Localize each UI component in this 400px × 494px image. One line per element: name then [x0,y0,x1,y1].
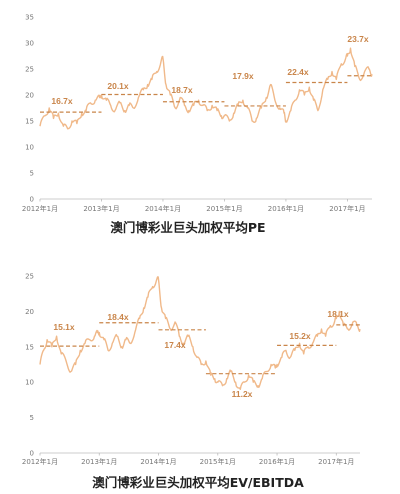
pe-chart-title: 澳门博彩业巨头加权平均PE [110,220,265,235]
average-label: 20.1x [107,81,129,91]
y-tick-label: 20 [25,92,34,100]
x-tick-label: 2013年1月 [83,204,119,213]
x-tick-label: 2016年1月 [268,204,304,213]
y-tick-label: 0 [30,196,34,204]
y-tick-label: 25 [25,66,34,74]
series-line [39,276,361,390]
y-tick-label: 35 [25,14,34,22]
average-label: 15.1x [53,322,75,332]
x-tick-label: 2012年1月 [22,457,58,466]
series-line [39,47,373,130]
average-label: 17.9x [232,71,254,81]
average-label: 17.4x [164,340,186,350]
y-tick-label: 10 [25,144,34,152]
x-tick-label: 2017年1月 [329,204,365,213]
x-tick-label: 2015年1月 [206,204,242,213]
x-tick-label: 2014年1月 [145,204,181,213]
y-tick-label: 0 [30,450,34,458]
x-tick-label: 2014年1月 [140,457,176,466]
x-tick-label: 2012年1月 [22,204,58,213]
y-tick-label: 15 [25,118,34,126]
average-label: 18.4x [107,312,129,322]
y-tick-label: 5 [30,170,34,178]
average-label: 22.4x [287,67,309,77]
x-tick-label: 2013年1月 [81,457,117,466]
average-label: 18.7x [171,85,193,95]
y-tick-label: 15 [25,343,34,351]
y-tick-label: 30 [25,40,34,48]
average-label: 15.2x [289,331,311,341]
ev-ebitda-chart-title: 澳门博彩业巨头加权平均EV/EBITDA [92,475,304,490]
ev-ebitda-chart: 0 5 10 15 20 25 2012年1月 2013年1月 2014年1月 2015年1月 20… [22,273,361,466]
y-tick-label: 20 [25,308,34,316]
y-tick-label: 25 [25,273,34,281]
y-tick-label: 5 [30,414,34,422]
pe-chart: 0 5 10 15 20 25 30 35 2012年1月 2013年1月 2014年1月 2015年… [22,14,373,213]
average-label: 11.2x [232,389,253,399]
x-tick-label: 2015年1月 [200,457,236,466]
average-label: 16.7x [51,96,73,106]
y-tick-label: 10 [25,379,34,387]
x-tick-label: 2016年1月 [259,457,295,466]
x-tick-label: 2017年1月 [318,457,354,466]
average-label: 23.7x [347,34,369,44]
average-label: 18.1x [327,309,349,319]
